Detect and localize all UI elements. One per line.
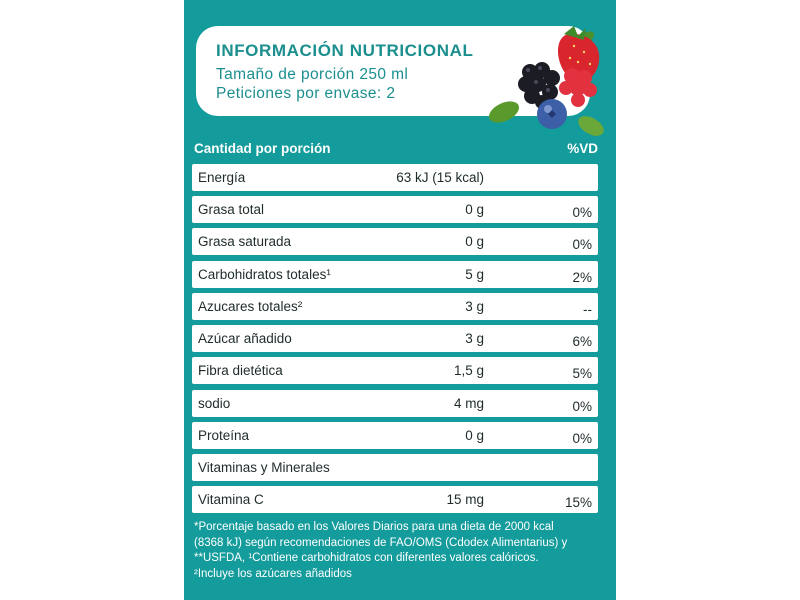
nutrient-dv: 0% (572, 205, 592, 220)
nutrient-dv: 6% (572, 334, 592, 349)
nutrient-label: Azucares totales² (198, 299, 303, 314)
table-row: Energía 63 kJ (15 kcal) (192, 164, 598, 191)
nutrient-amount: 5 g (465, 267, 484, 282)
table-row: Carbohidratos totales¹ 5 g 2% (192, 261, 598, 288)
daily-value-header: %VD (567, 141, 598, 156)
nutrient-dv: 15% (564, 495, 592, 510)
leaf-icon (489, 101, 519, 123)
nutrient-amount: 3 g (465, 331, 484, 346)
berries-illustration (489, 26, 604, 136)
header-card: INFORMACIÓN NUTRICIONAL Tamaño de porció… (196, 26, 604, 136)
nutrient-amount: 0 g (465, 234, 484, 249)
nutrient-amount: 4 mg (453, 396, 484, 411)
raspberry-icon (559, 68, 597, 107)
nutrient-dv: 5% (572, 366, 592, 381)
table-row: Azúcar añadido 3 g 6% (192, 325, 598, 352)
nutrient-label: Proteína (198, 428, 250, 443)
nutrient-amount: 0 g (465, 428, 484, 443)
table-row: sodio 4 mg 0% (192, 390, 598, 417)
nutrient-label: Carbohidratos totales¹ (198, 267, 331, 282)
table-row: Vitamina C 15 mg 15% (192, 486, 598, 513)
nutrient-label: Vitaminas y Minerales (198, 460, 330, 475)
nutrient-label: Vitamina C (198, 492, 264, 507)
table-row: Fibra dietética 1,5 g 5% (192, 357, 598, 384)
nutrient-amount: 0 g (465, 202, 484, 217)
nutrient-label: Azúcar añadido (198, 331, 292, 346)
table-row: Vitaminas y Minerales (192, 454, 598, 481)
nutrient-label: Fibra dietética (198, 363, 283, 378)
nutrient-dv: 0% (572, 237, 592, 252)
table-row: Proteína 0 g 0% (192, 422, 598, 449)
leaf-icon (578, 116, 604, 136)
table-row: Grasa total 0 g 0% (192, 196, 598, 223)
servings-per-container: Peticiones por envase: 2 (216, 85, 396, 102)
nutrient-dv: 0% (572, 399, 592, 414)
nutrient-amount: 15 mg (446, 492, 484, 507)
nutrient-amount: 3 g (465, 299, 484, 314)
footnote: *Porcentaje basado en los Valores Diario… (194, 520, 599, 582)
nutrient-label: Grasa total (198, 202, 265, 217)
nutrient-dv: 0% (572, 431, 592, 446)
nutrient-amount: 63 kJ (15 kcal) (396, 170, 484, 185)
nutrition-title: INFORMACIÓN NUTRICIONAL (216, 41, 474, 60)
nutrient-dv: -- (583, 302, 592, 317)
nutrient-label: Grasa saturada (198, 234, 292, 249)
nutrient-dv: 2% (572, 270, 592, 285)
footnote-line: *Porcentaje basado en los Valores Diario… (194, 521, 554, 533)
footnote-line: **USFDA, ¹Contiene carbohidratos con dif… (194, 552, 539, 564)
table-row: Azucares totales² 3 g -- (192, 293, 598, 320)
nutrient-label: Energía (198, 170, 246, 185)
footnote-line: (8368 kJ) según recomendaciones de FAO/O… (194, 536, 568, 549)
footnote-line: ²Incluye los azúcares añadidos (194, 567, 352, 580)
nutrition-panel: INFORMACIÓN NUTRICIONAL Tamaño de porció… (184, 0, 616, 600)
nutrient-label: sodio (198, 396, 231, 411)
serving-size: Tamaño de porción 250 ml (216, 66, 409, 83)
blackberry-icon (518, 62, 560, 109)
amount-per-serving-header: Cantidad por porción (194, 141, 331, 156)
table-row: Grasa saturada 0 g 0% (192, 228, 598, 255)
nutrient-amount: 1,5 g (453, 363, 484, 378)
